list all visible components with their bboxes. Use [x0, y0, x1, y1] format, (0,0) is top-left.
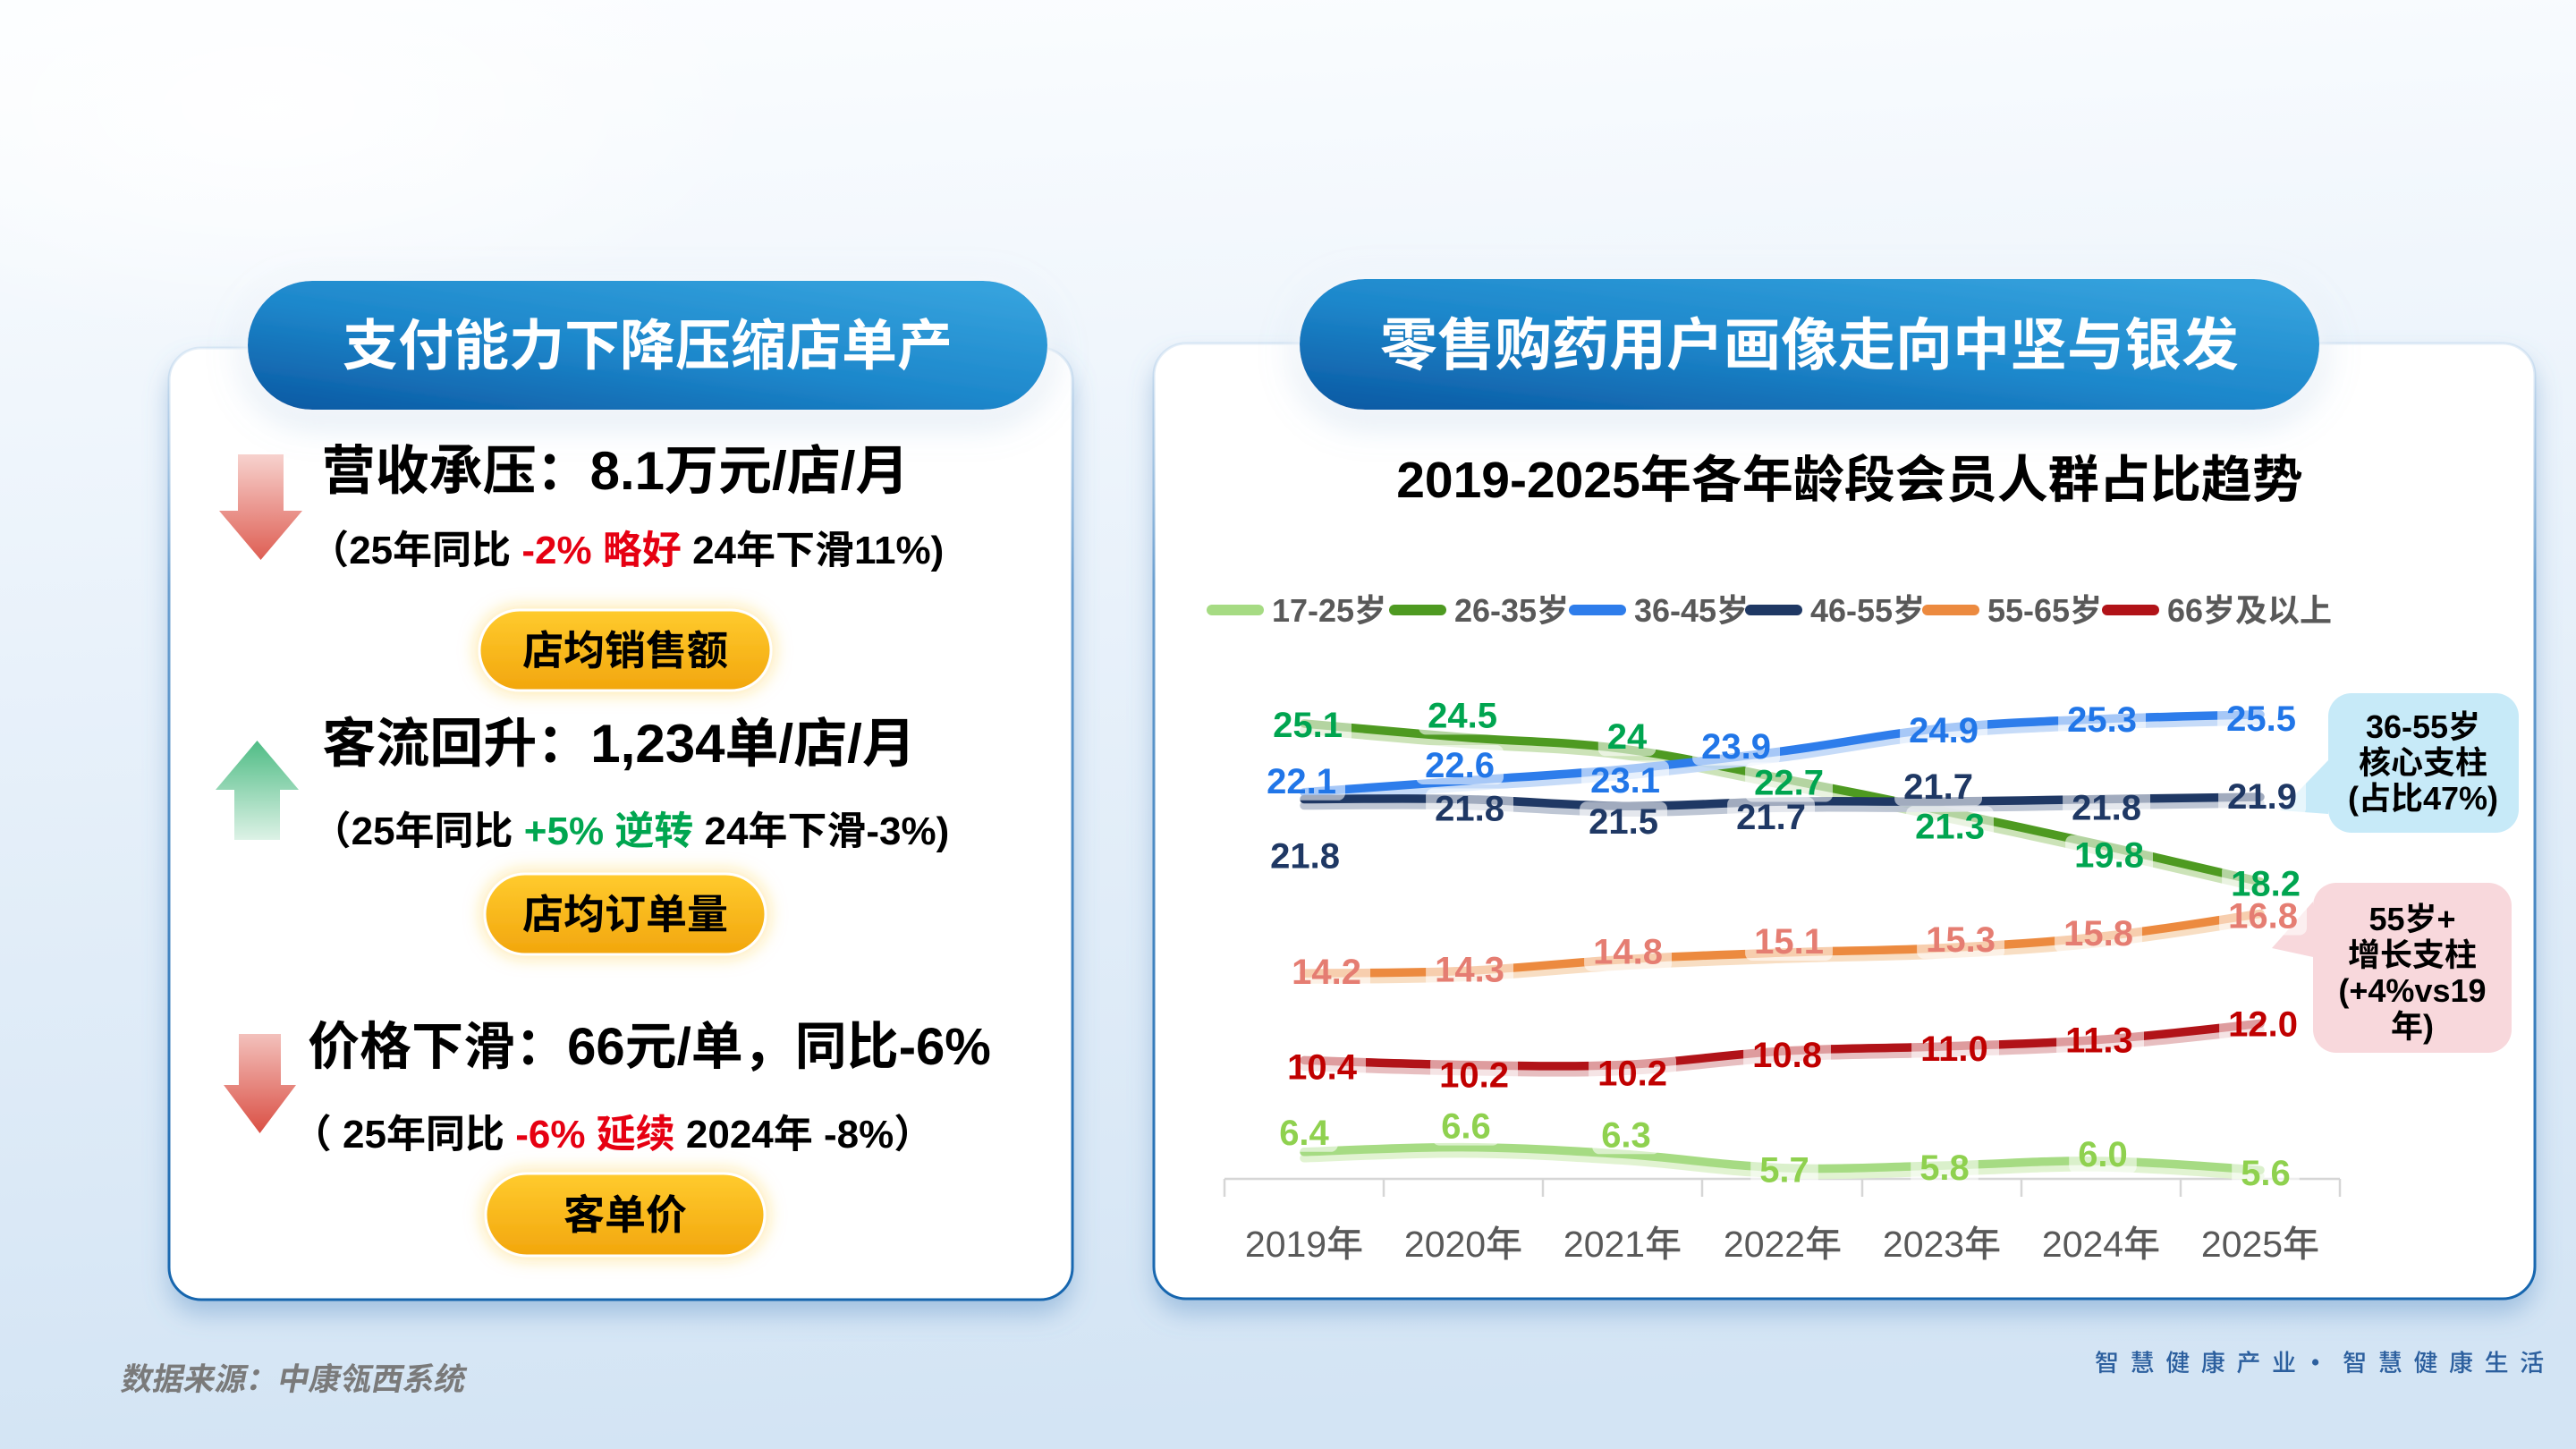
svg-text:19.8: 19.8 [2074, 836, 2144, 876]
svg-text:21.8: 21.8 [1270, 837, 1340, 877]
svg-text:(+4%vs19: (+4%vs19 [2338, 972, 2486, 1009]
svg-text:18.2: 18.2 [2231, 865, 2301, 904]
svg-text:21.7: 21.7 [1903, 767, 1973, 807]
svg-text:24: 24 [1607, 717, 1648, 757]
svg-text:25: 25 [343, 1113, 386, 1157]
svg-text:2019-2025: 2019-2025 [1396, 452, 1640, 509]
svg-text:46-55: 46-55 [1810, 592, 1893, 629]
svg-text:24.9: 24.9 [1909, 711, 1979, 750]
svg-text:55-65: 55-65 [1987, 592, 2070, 629]
svg-text:10.8: 10.8 [1752, 1036, 1822, 1075]
svg-text:/: / [772, 441, 787, 501]
svg-text:/: / [841, 441, 856, 501]
svg-text:21.7: 21.7 [1736, 798, 1806, 837]
svg-text:-3%): -3%) [866, 809, 949, 853]
svg-text:21.3: 21.3 [1915, 807, 1985, 846]
svg-text:): ) [2423, 1008, 2434, 1045]
svg-text:36-45: 36-45 [1634, 592, 1716, 629]
svg-text:15.1: 15.1 [1754, 922, 1824, 962]
svg-text:5.8: 5.8 [1919, 1148, 1970, 1188]
svg-text:-2%: -2% [521, 529, 591, 572]
svg-text:66: 66 [2167, 592, 2203, 629]
svg-text:2025: 2025 [2201, 1224, 2283, 1265]
svg-text:10.2: 10.2 [1597, 1055, 1667, 1094]
svg-text:17-25: 17-25 [1272, 592, 1354, 629]
svg-text:6.3: 6.3 [1601, 1115, 1651, 1155]
svg-text:55: 55 [2369, 901, 2405, 937]
svg-text:10.2: 10.2 [1439, 1056, 1509, 1096]
svg-text:21.9: 21.9 [2227, 777, 2297, 817]
svg-text:36-55: 36-55 [2366, 708, 2448, 745]
svg-text:22.1: 22.1 [1267, 762, 1336, 801]
svg-text:5.6: 5.6 [2241, 1154, 2291, 1193]
svg-text:2023: 2023 [1883, 1224, 1964, 1265]
svg-text:21.8: 21.8 [1435, 790, 1504, 829]
svg-text:14.3: 14.3 [1435, 951, 1504, 990]
svg-text:25.1: 25.1 [1273, 706, 1343, 745]
svg-text:8.1: 8.1 [590, 441, 665, 501]
svg-text:26-35: 26-35 [1454, 592, 1537, 629]
svg-text:24: 24 [705, 809, 749, 853]
svg-text:25.3: 25.3 [2067, 700, 2137, 740]
svg-text:23.1: 23.1 [1590, 761, 1660, 801]
svg-text:47%): 47%) [2423, 780, 2498, 817]
svg-text:24: 24 [692, 529, 736, 572]
svg-text:2024: 2024 [2042, 1224, 2123, 1265]
svg-text:6.0: 6.0 [2078, 1135, 2128, 1174]
svg-text:+: + [2437, 901, 2456, 937]
svg-text:11%): 11%) [854, 529, 944, 572]
svg-text:/: / [778, 714, 793, 774]
svg-text:10.4: 10.4 [1287, 1047, 1358, 1087]
svg-text:25: 25 [349, 529, 393, 572]
svg-text:11.3: 11.3 [2065, 1021, 2133, 1060]
svg-text:+5%: +5% [524, 809, 604, 853]
svg-text:22.7: 22.7 [1754, 764, 1824, 803]
svg-text:14.8: 14.8 [1593, 933, 1663, 972]
svg-text:24.5: 24.5 [1428, 696, 1497, 735]
svg-text:25: 25 [352, 809, 395, 853]
svg-text:11.0: 11.0 [1920, 1030, 1988, 1069]
svg-text:21.8: 21.8 [2072, 789, 2141, 828]
svg-text:2022: 2022 [1724, 1224, 1805, 1265]
svg-text:21.5: 21.5 [1589, 802, 1658, 842]
svg-text:5.7: 5.7 [1759, 1151, 1809, 1191]
svg-text:2024: 2024 [686, 1113, 774, 1157]
svg-text:2019: 2019 [1245, 1224, 1326, 1265]
svg-text:66: 66 [567, 1018, 625, 1076]
svg-text:6.6: 6.6 [1441, 1107, 1491, 1147]
svg-text:-6%: -6% [899, 1018, 991, 1076]
svg-text:12.0: 12.0 [2228, 1004, 2298, 1044]
svg-text:25.5: 25.5 [2226, 699, 2296, 739]
svg-text:14.2: 14.2 [1292, 953, 1361, 992]
svg-text:-8%: -8% [824, 1113, 894, 1157]
svg-text:2021: 2021 [1563, 1224, 1645, 1265]
svg-text:16.8: 16.8 [2228, 897, 2298, 936]
svg-text:(: ( [2348, 780, 2359, 817]
svg-text:-6%: -6% [515, 1113, 585, 1157]
svg-text:22.6: 22.6 [1425, 746, 1495, 785]
svg-text:2020: 2020 [1404, 1224, 1486, 1265]
svg-text:/: / [677, 1018, 691, 1076]
svg-text:23.9: 23.9 [1701, 727, 1771, 767]
svg-text:6.4: 6.4 [1279, 1114, 1329, 1153]
svg-text:/: / [847, 714, 862, 774]
svg-text:1,234: 1,234 [590, 714, 725, 774]
svg-text:15.3: 15.3 [1926, 920, 1996, 960]
svg-text:15.8: 15.8 [2063, 914, 2133, 953]
